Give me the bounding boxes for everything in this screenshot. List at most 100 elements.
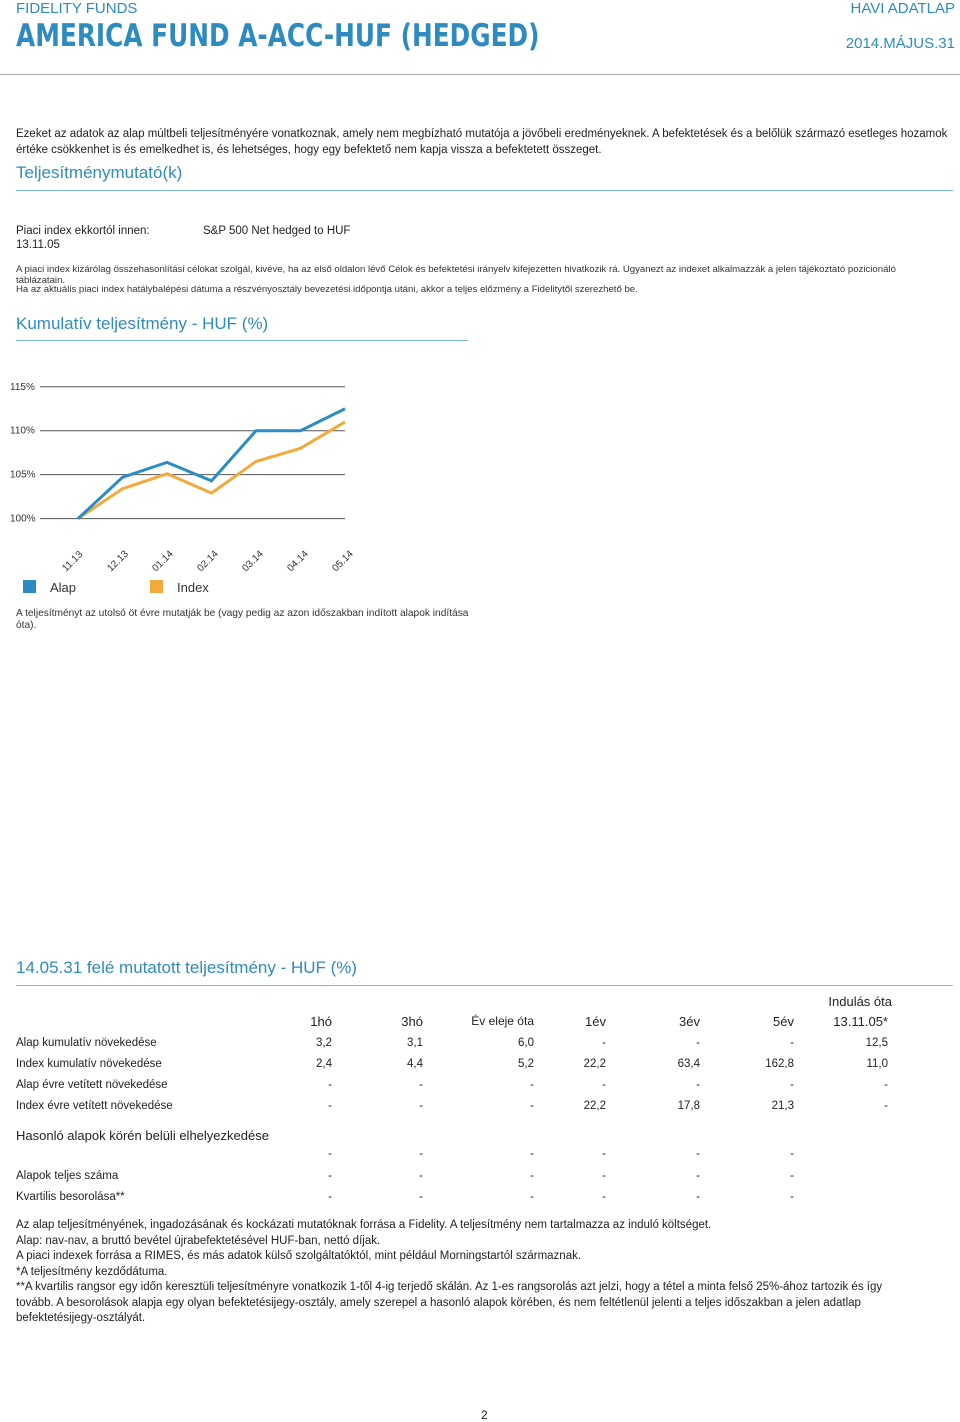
index-note-1: A piaci index kizárólag összehasonlítási… bbox=[16, 264, 896, 286]
table-cell: 12,5 bbox=[865, 1037, 888, 1049]
table-cell: - bbox=[530, 1191, 534, 1203]
indicator-section-rule bbox=[16, 190, 953, 191]
table-cell: 3,1 bbox=[407, 1037, 423, 1049]
table-row-label: Index évre vetített növekedése bbox=[16, 1100, 173, 1112]
y-tick-label: 115% bbox=[10, 382, 35, 393]
footnote-quartile: **A kvartilis rangsor egy időn keresztül… bbox=[16, 1281, 883, 1324]
table-cell: - bbox=[696, 1079, 700, 1091]
table-cell: - bbox=[530, 1170, 534, 1182]
chart-caption: A teljesítményt az utolsó öt évre mutatj… bbox=[16, 608, 469, 631]
table-cell: 11,0 bbox=[866, 1058, 888, 1070]
table-cell: - bbox=[602, 1037, 606, 1049]
performance-section-rule bbox=[16, 985, 953, 986]
ranking-title: Hasonló alapok körén belüli elhelyezkedé… bbox=[16, 1128, 269, 1143]
y-tick-label: 100% bbox=[10, 514, 36, 525]
table-cell: - bbox=[419, 1100, 423, 1112]
table-cell: - bbox=[328, 1170, 332, 1182]
series-line-index bbox=[77, 420, 346, 520]
footnote-source: Az alap teljesítményének, ingadozásának … bbox=[16, 1219, 712, 1231]
table-cell: - bbox=[530, 1100, 534, 1112]
table-cell: - bbox=[328, 1148, 332, 1160]
x-tick-label: 01.14 bbox=[150, 548, 176, 574]
table-cell: - bbox=[884, 1100, 888, 1112]
index-note-2: Ha az aktuális piaci index hatálybalépés… bbox=[16, 284, 638, 295]
table-cell: 4,4 bbox=[407, 1058, 423, 1070]
table-cell: 3,2 bbox=[316, 1037, 332, 1049]
chart-section-title: Kumulatív teljesítmény - HUF (%) bbox=[16, 314, 269, 333]
column-header: 3hó bbox=[401, 1014, 423, 1029]
table-cell: - bbox=[696, 1148, 700, 1160]
indicator-section-title: Teljesítménymutató(k) bbox=[16, 163, 183, 182]
table-cell: - bbox=[419, 1191, 423, 1203]
footnotes: Az alap teljesítményének, ingadozásának … bbox=[16, 1218, 916, 1327]
index-start-date: 13.11.05 bbox=[16, 239, 60, 251]
cumulative-performance-chart: 115% 110% 105% 100% 11.13 12.13 01.14 02.14 03.1… bbox=[10, 382, 356, 574]
legend-label-index: Index bbox=[177, 580, 209, 595]
x-tick-label: 12.13 bbox=[105, 548, 131, 574]
table-cell: - bbox=[530, 1148, 534, 1160]
index-name: S&P 500 Net hedged to HUF bbox=[203, 225, 351, 237]
performance-disclaimer: Ezeket az adatok az alap múltbeli teljes… bbox=[16, 128, 948, 156]
table-cell: - bbox=[602, 1148, 606, 1160]
table-cell: - bbox=[790, 1079, 794, 1091]
table-row-label: Index kumulatív növekedése bbox=[16, 1058, 162, 1070]
since-launch-label: Indulás óta bbox=[828, 994, 892, 1009]
table-cell: - bbox=[696, 1191, 700, 1203]
table-cell: 5,2 bbox=[518, 1058, 534, 1070]
fund-title: AMERICA FUND A-ACC-HUF (HEDGED) bbox=[16, 18, 540, 54]
column-header: 3év bbox=[679, 1014, 700, 1029]
column-header: 1hó bbox=[310, 1014, 332, 1029]
column-header: 5év bbox=[773, 1014, 794, 1029]
table-cell: 22,2 bbox=[583, 1058, 606, 1070]
x-tick-label: 03.14 bbox=[240, 548, 266, 574]
table-cell: 162,8 bbox=[765, 1058, 794, 1070]
performance-section-title: 14.05.31 felé mutatott teljesítmény - HU… bbox=[16, 958, 358, 977]
footnote-rimes: A piaci indexek forrása a RIMES, és más … bbox=[16, 1250, 582, 1262]
table-row-label: Kvartilis besorolása** bbox=[16, 1191, 125, 1203]
column-header: 13.11.05* bbox=[833, 1014, 888, 1029]
table-cell: 17,8 bbox=[677, 1100, 700, 1112]
legend-swatch-index bbox=[150, 580, 163, 593]
table-cell: - bbox=[696, 1037, 700, 1049]
table-cell: - bbox=[419, 1079, 423, 1091]
footnote-nav: Alap: nav-nav, a bruttó bevétel újrabefe… bbox=[16, 1234, 381, 1247]
x-tick-label: 04.14 bbox=[285, 548, 311, 574]
brand-name: FIDELITY FUNDS bbox=[16, 0, 138, 17]
document-type: HAVI ADATLAP bbox=[850, 0, 955, 17]
report-date: 2014.MÁJUS.31 bbox=[845, 35, 955, 52]
x-tick-label: 02.14 bbox=[195, 548, 221, 574]
table-cell: 63,4 bbox=[677, 1058, 700, 1070]
series-line-alap bbox=[76, 407, 346, 520]
table-cell: - bbox=[328, 1079, 332, 1091]
table-cell: 21,3 bbox=[771, 1100, 794, 1112]
table-row-label: Alapok teljes száma bbox=[16, 1170, 119, 1182]
table-cell: - bbox=[602, 1170, 606, 1182]
y-tick-label: 105% bbox=[10, 470, 36, 481]
legend-swatch-alap bbox=[23, 580, 36, 593]
column-header: 1év bbox=[585, 1014, 606, 1029]
table-cell: - bbox=[790, 1148, 794, 1160]
page-number: 2 bbox=[481, 1408, 488, 1422]
table-cell: - bbox=[790, 1037, 794, 1049]
table-cell: 6,0 bbox=[518, 1037, 534, 1049]
table-cell: - bbox=[419, 1148, 423, 1160]
table-cell: - bbox=[328, 1100, 332, 1112]
x-tick-label: 05.14 bbox=[330, 548, 356, 574]
table-cell: 22,2 bbox=[583, 1100, 606, 1112]
table-cell: - bbox=[530, 1079, 534, 1091]
table-row-label: Alap kumulatív növekedése bbox=[16, 1037, 157, 1049]
table-row-label: Alap évre vetített növekedése bbox=[16, 1079, 168, 1091]
table-cell: - bbox=[696, 1170, 700, 1182]
chart-section-rule bbox=[16, 340, 468, 341]
column-header: Év eleje óta bbox=[471, 1014, 534, 1028]
table-cell: - bbox=[790, 1191, 794, 1203]
footnote-start-date: *A teljesítmény kezdődátuma. bbox=[16, 1265, 168, 1278]
table-cell: - bbox=[884, 1079, 888, 1091]
legend-label-alap: Alap bbox=[50, 580, 77, 595]
table-cell: 2,4 bbox=[316, 1058, 332, 1070]
x-tick-label: 11.13 bbox=[60, 549, 85, 574]
table-cell: - bbox=[602, 1079, 606, 1091]
index-start-label: Piaci index ekkortól innen: bbox=[16, 225, 150, 237]
table-cell: - bbox=[790, 1170, 794, 1182]
table-cell: - bbox=[328, 1191, 332, 1203]
